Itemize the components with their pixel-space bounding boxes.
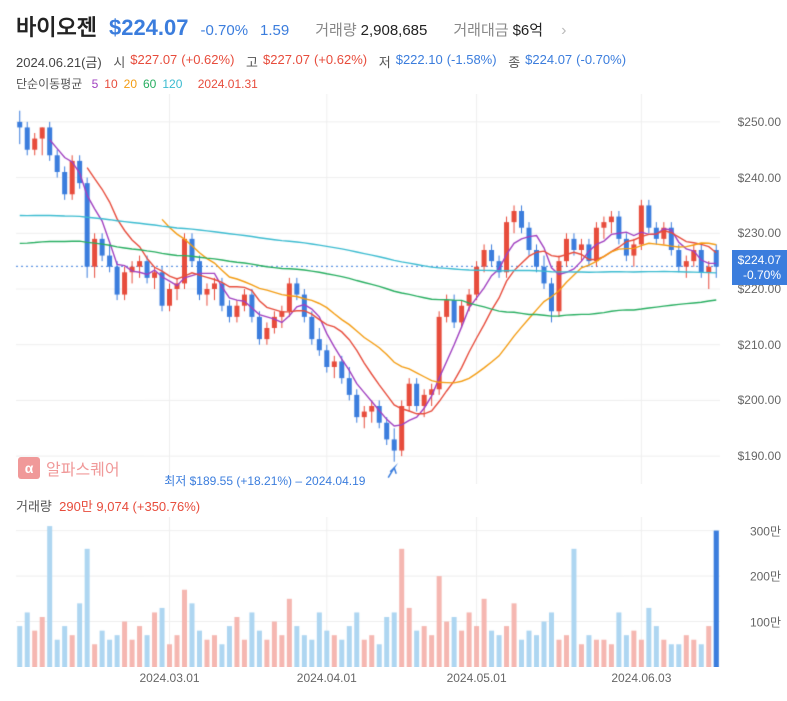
- stock-title: 바이오젠: [16, 10, 97, 42]
- volume-head-value: 290만 9,074: [59, 499, 129, 514]
- vol-y-tick: 100만: [750, 613, 781, 630]
- close-pct: (-0.70%): [576, 52, 626, 71]
- ma-item: 10: [104, 77, 117, 91]
- ma-label: 단순이동평균: [16, 77, 82, 91]
- y-tick-label: $200.00: [738, 393, 781, 407]
- y-tick-label: $210.00: [738, 338, 781, 352]
- ohlc-date: 2024.06.21(금): [16, 52, 102, 71]
- low-label: 저: [379, 52, 391, 71]
- watermark: α 알파스퀘어: [18, 456, 120, 480]
- badge-pct: -0.70%: [738, 268, 781, 282]
- ma-item: 20: [124, 77, 137, 91]
- high-pct: (+0.62%): [314, 52, 367, 71]
- x-tick-label: 2024.04.01: [297, 671, 357, 685]
- vol-y-tick: 200만: [750, 568, 781, 585]
- stock-change: -0.70%: [201, 22, 249, 39]
- high-label: 고: [246, 52, 258, 71]
- close-value: $224.07: [525, 52, 572, 71]
- volume-header: 거래량 290만 9,074 (+350.76%): [0, 484, 787, 517]
- volume-label: 거래량2,908,685: [315, 19, 427, 40]
- price-badge: $224.07 -0.70%: [732, 250, 787, 285]
- price-chart[interactable]: $190.00$200.00$210.00$220.00$230.00$240.…: [0, 94, 787, 484]
- high-value: $227.07: [263, 52, 310, 71]
- watermark-icon: α: [18, 457, 40, 479]
- y-tick-label: $230.00: [738, 226, 781, 240]
- low-value: $222.10: [396, 52, 443, 71]
- chevron-right-icon[interactable]: ›: [561, 22, 566, 40]
- amount-value: $6억: [513, 22, 544, 39]
- y-tick-label: $240.00: [738, 171, 781, 185]
- watermark-text: 알파스퀘어: [46, 456, 120, 480]
- ma-extra-date: 2024.01.31: [198, 77, 258, 91]
- low-annotation: 최저 $189.55 (+18.21%) – 2024.04.19: [164, 472, 365, 489]
- header: 바이오젠 $224.07 -0.70% 1.59 거래량2,908,685 거래…: [0, 0, 787, 48]
- x-tick-label: 2024.05.01: [447, 671, 507, 685]
- stock-diff: 1.59: [260, 22, 289, 39]
- x-axis: 2024.03.01 2024.04.01 2024.05.01 2024.06.03: [0, 667, 787, 691]
- open-label: 시: [113, 52, 125, 71]
- open-pct: (+0.62%): [181, 52, 234, 71]
- ma-item: 60: [143, 77, 156, 91]
- badge-price: $224.07: [738, 253, 781, 267]
- ohlc-row: 2024.06.21(금) 시 $227.07 (+0.62%) 고 $227.…: [0, 48, 787, 73]
- y-tick-label: $190.00: [738, 449, 781, 463]
- stock-price: $224.07: [109, 15, 189, 41]
- volume-chart[interactable]: 100만 200만 300만: [0, 517, 787, 667]
- open-value: $227.07: [130, 52, 177, 71]
- ma-item: 5: [92, 77, 99, 91]
- y-tick-label: $250.00: [738, 115, 781, 129]
- close-label: 종: [508, 52, 520, 71]
- x-tick-label: 2024.03.01: [140, 671, 200, 685]
- amount-label: 거래대금$6억: [453, 19, 543, 40]
- ma-item: 120: [162, 77, 182, 91]
- volume-head-pct: (+350.76%): [133, 499, 201, 514]
- low-pct: (-1.58%): [447, 52, 497, 71]
- vol-y-tick: 300만: [750, 522, 781, 539]
- volume-value: 2,908,685: [361, 22, 428, 39]
- volume-head-label: 거래량: [16, 499, 52, 514]
- ma-legend: 단순이동평균 5 10 20 60 120 2024.01.31: [0, 73, 787, 94]
- x-tick-label: 2024.06.03: [611, 671, 671, 685]
